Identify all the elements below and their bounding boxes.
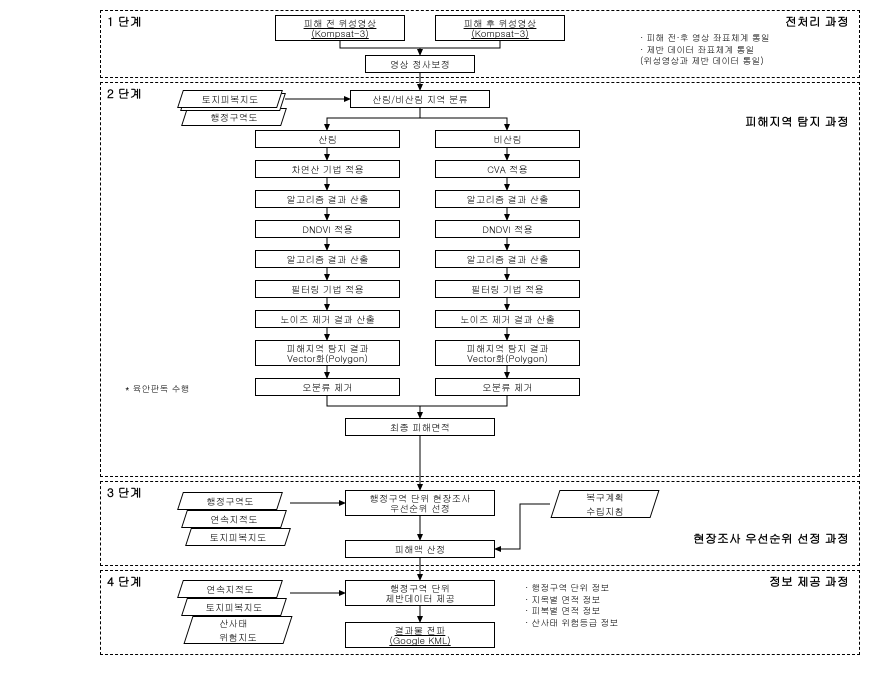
right-b4: 알고리즘 결과 산출 — [435, 250, 580, 268]
s4-note-1: · 행정구역 단위 정보 — [525, 582, 618, 594]
s3-admin-para: 행정구역도 — [180, 492, 280, 510]
stage-3-label: 3 단계 — [107, 484, 142, 501]
ortho-box: 영상 정사보정 — [365, 55, 475, 73]
stage-2-label: 2 단계 — [107, 85, 142, 102]
right-b5: 필터링 기법 적용 — [435, 280, 580, 298]
s4-notes: · 행정구역 단위 정보 · 지목별 면적 정보 · 피복별 면적 정보 · 산… — [525, 582, 618, 629]
left-b6: 노이즈 제거 결과 산출 — [255, 310, 400, 328]
s1-note-3: (위성영상과 제반 데이터 통일) — [640, 55, 855, 67]
stage-1-label: 1 단계 — [107, 13, 142, 30]
left-b4: 알고리즘 결과 산출 — [255, 250, 400, 268]
left-b5: 필터링 기법 적용 — [255, 280, 400, 298]
input-after-box: 피해 후 위성영상 (Kompsat-3) — [435, 15, 565, 41]
right-b1: CVA 적용 — [435, 160, 580, 178]
input-before-box: 피해 전 위성영상 (Kompsat-3) — [275, 15, 405, 41]
stage-4-label: 4 단계 — [107, 573, 142, 590]
s2-side-note: * 육안판독 수행 — [125, 383, 190, 395]
right-b3: DNDVI 적용 — [435, 220, 580, 238]
left-b8: 오분류 제거 — [255, 378, 400, 396]
provide-box: 행정구역 단위 제반데이터 제공 — [345, 580, 495, 606]
s3-cadastral-para: 연속지적도 — [184, 510, 284, 528]
left-b1: 차연산 기법 적용 — [255, 160, 400, 178]
final-area-box: 최종 피해면적 — [345, 418, 495, 436]
left-head: 산림 — [255, 130, 400, 148]
stage-3-title: 현장조사 우선순위 선정 과정 — [693, 530, 849, 547]
distribute-box: 결과물 전파 (Google KML) — [345, 622, 495, 648]
right-b7: 피해지역 탐지 결과 Vector화(Polygon) — [435, 340, 580, 366]
right-b2: 알고리즘 결과 산출 — [435, 190, 580, 208]
right-head: 비산림 — [435, 130, 580, 148]
priority-box: 행정구역 단위 현장조사 우선순위 선정 — [345, 490, 495, 516]
left-b7: 피해지역 탐지 결과 Vector화(Polygon) — [255, 340, 400, 366]
classify-box: 산림/비산림 지역 분류 — [350, 90, 490, 108]
restore-plan-para: 복구계획 수립지침 — [555, 490, 655, 518]
s4-landslide-para: 산사태 위험지도 — [188, 616, 288, 644]
s1-note-1: · 피해 전·후 영상 좌표체계 통일 — [640, 32, 855, 44]
right-b8: 오분류 제거 — [435, 378, 580, 396]
right-b6: 노이즈 제거 결과 산출 — [435, 310, 580, 328]
stage-2-title: 피해지역 탐지 과정 — [745, 113, 849, 130]
left-b3: DNDVI 적용 — [255, 220, 400, 238]
s1-notes: · 피해 전·후 영상 좌표체계 통일 · 제반 데이터 좌표체계 통일 (위성… — [640, 32, 855, 67]
s3-landcover-para: 토지피복지도 — [188, 528, 288, 546]
s4-cadastral-para: 연속지적도 — [180, 580, 280, 598]
damage-calc-box: 피해액 산정 — [345, 540, 495, 558]
s4-landcover-para: 토지피복지도 — [184, 598, 284, 616]
s4-note-4: · 산사태 위험등급 정보 — [525, 617, 618, 629]
stage-4-title: 정보 제공 과정 — [769, 573, 849, 590]
stage-1-title: 전처리 과정 — [785, 13, 849, 30]
left-b2: 알고리즘 결과 산출 — [255, 190, 400, 208]
landcover-para: 토지피복지도 — [180, 90, 280, 108]
